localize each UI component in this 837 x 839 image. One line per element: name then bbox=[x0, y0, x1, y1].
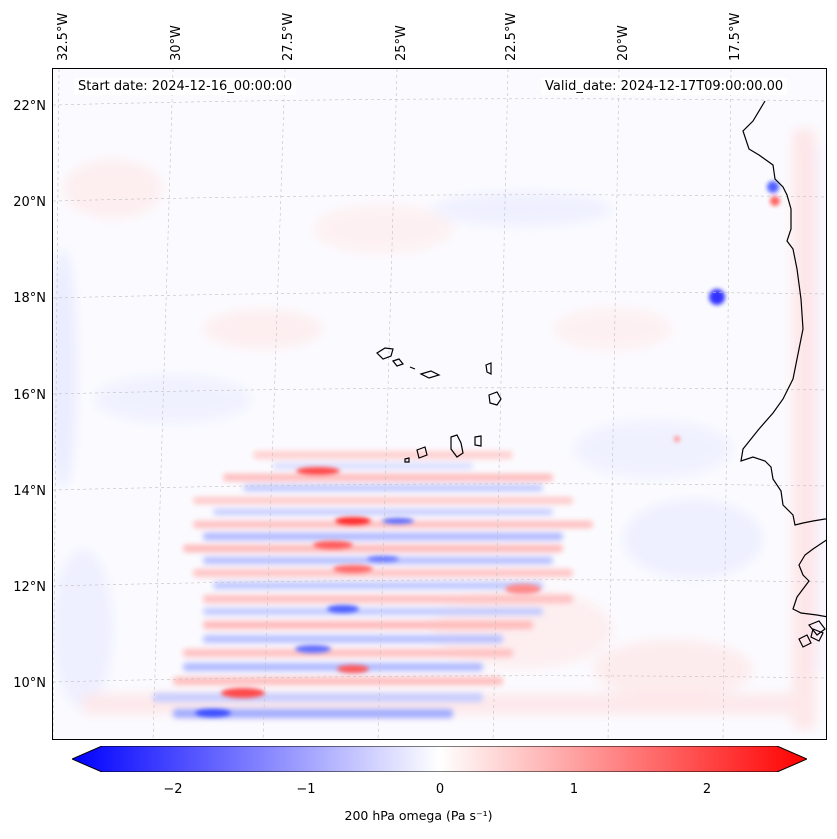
colorbar bbox=[72, 746, 807, 772]
lat-label: 14°N bbox=[13, 484, 46, 499]
start-date-label: Start date: 2024-12-16_00:00:00 bbox=[74, 78, 297, 95]
lon-label: 20°W bbox=[616, 25, 631, 61]
colorbar-tick: 0 bbox=[435, 782, 445, 797]
map-panel bbox=[52, 68, 827, 740]
strong-cores bbox=[195, 181, 780, 717]
colorbar-tick: 1 bbox=[569, 782, 579, 797]
colorbar-tick: −1 bbox=[296, 782, 316, 797]
wave-bands bbox=[153, 451, 593, 718]
africa-coast bbox=[740, 100, 826, 526]
colorbar-tick: −2 bbox=[163, 782, 183, 797]
valid-date-label: Valid_date: 2024-12-17T09:00:00.00 bbox=[541, 78, 788, 95]
colorbar-tick: 2 bbox=[702, 782, 712, 797]
africa-coast-south bbox=[792, 539, 826, 618]
graticule bbox=[53, 69, 826, 739]
lat-label: 16°N bbox=[13, 388, 46, 403]
lat-label: 20°N bbox=[13, 195, 46, 210]
island-bijagos-b bbox=[798, 634, 812, 648]
island-maio bbox=[474, 435, 482, 447]
omega-field bbox=[53, 69, 826, 739]
island-sao-vicente bbox=[391, 358, 405, 367]
island-santa-luzia bbox=[409, 366, 416, 370]
coastline bbox=[376, 100, 826, 648]
island-brava bbox=[404, 457, 410, 463]
lon-label: 17.5°W bbox=[728, 12, 743, 61]
lon-label: 25°W bbox=[394, 25, 409, 61]
lon-label: 30°W bbox=[169, 25, 184, 61]
island-sal bbox=[485, 362, 492, 375]
lon-label: 22.5°W bbox=[504, 12, 519, 61]
lat-label: 22°N bbox=[13, 99, 46, 114]
lat-label: 10°N bbox=[13, 676, 46, 691]
lon-label: 27.5°W bbox=[281, 12, 296, 61]
lat-label: 12°N bbox=[13, 580, 46, 595]
island-fogo bbox=[416, 446, 428, 459]
island-boa-vista bbox=[488, 391, 502, 406]
lon-label: 32.5°W bbox=[56, 12, 71, 61]
colorbar-label: 200 hPa omega (Pa s⁻¹) bbox=[344, 808, 493, 823]
lat-label: 18°N bbox=[13, 291, 46, 306]
island-santiago bbox=[450, 434, 464, 458]
island-bijagos-a bbox=[808, 620, 826, 636]
colorbar-gradient bbox=[72, 746, 807, 772]
island-bijagos-c bbox=[810, 628, 824, 642]
island-sao-nicolau bbox=[419, 370, 441, 379]
island-santo-antao bbox=[376, 347, 394, 360]
